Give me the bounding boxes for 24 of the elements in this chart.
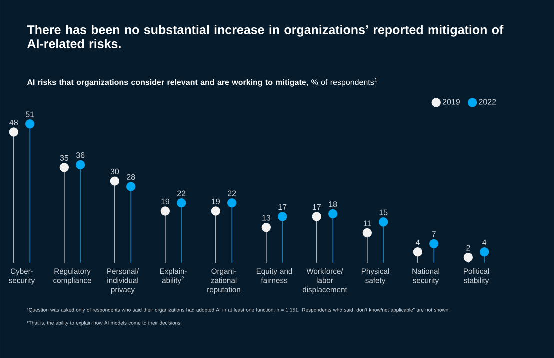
legend-label: 2019: [442, 99, 460, 105]
data-label: 19: [162, 198, 170, 205]
data-label: 17: [278, 204, 287, 210]
data-label: 51: [26, 112, 34, 118]
data-label: 30: [110, 168, 120, 175]
data-label: 48: [10, 120, 18, 126]
data-label: 7: [432, 232, 436, 238]
data-label: 22: [178, 190, 186, 196]
data-label: 15: [380, 210, 388, 216]
data-label: 22: [228, 190, 236, 196]
data-label: 35: [60, 155, 69, 161]
data-label: 13: [262, 215, 271, 221]
data-label: 4: [416, 240, 420, 246]
legend-label: 2022: [479, 99, 496, 105]
chart-title: There has been no substantial increase in organizations’ reported mitigation of AI-related risks.: [27, 25, 504, 48]
data-label: 28: [127, 174, 136, 180]
data-label: 11: [364, 220, 372, 226]
data-label: 19: [212, 198, 220, 205]
data-label: 36: [76, 152, 85, 158]
data-label: 2: [466, 245, 470, 251]
data-label: 17: [313, 204, 321, 210]
chart-subtitle: AI risks that organizations consider relevant and are working to mitigate, % of respondents$^{1}$: [27, 78, 378, 87]
data-label: 18: [329, 202, 338, 208]
data-label: 4: [482, 240, 487, 246]
